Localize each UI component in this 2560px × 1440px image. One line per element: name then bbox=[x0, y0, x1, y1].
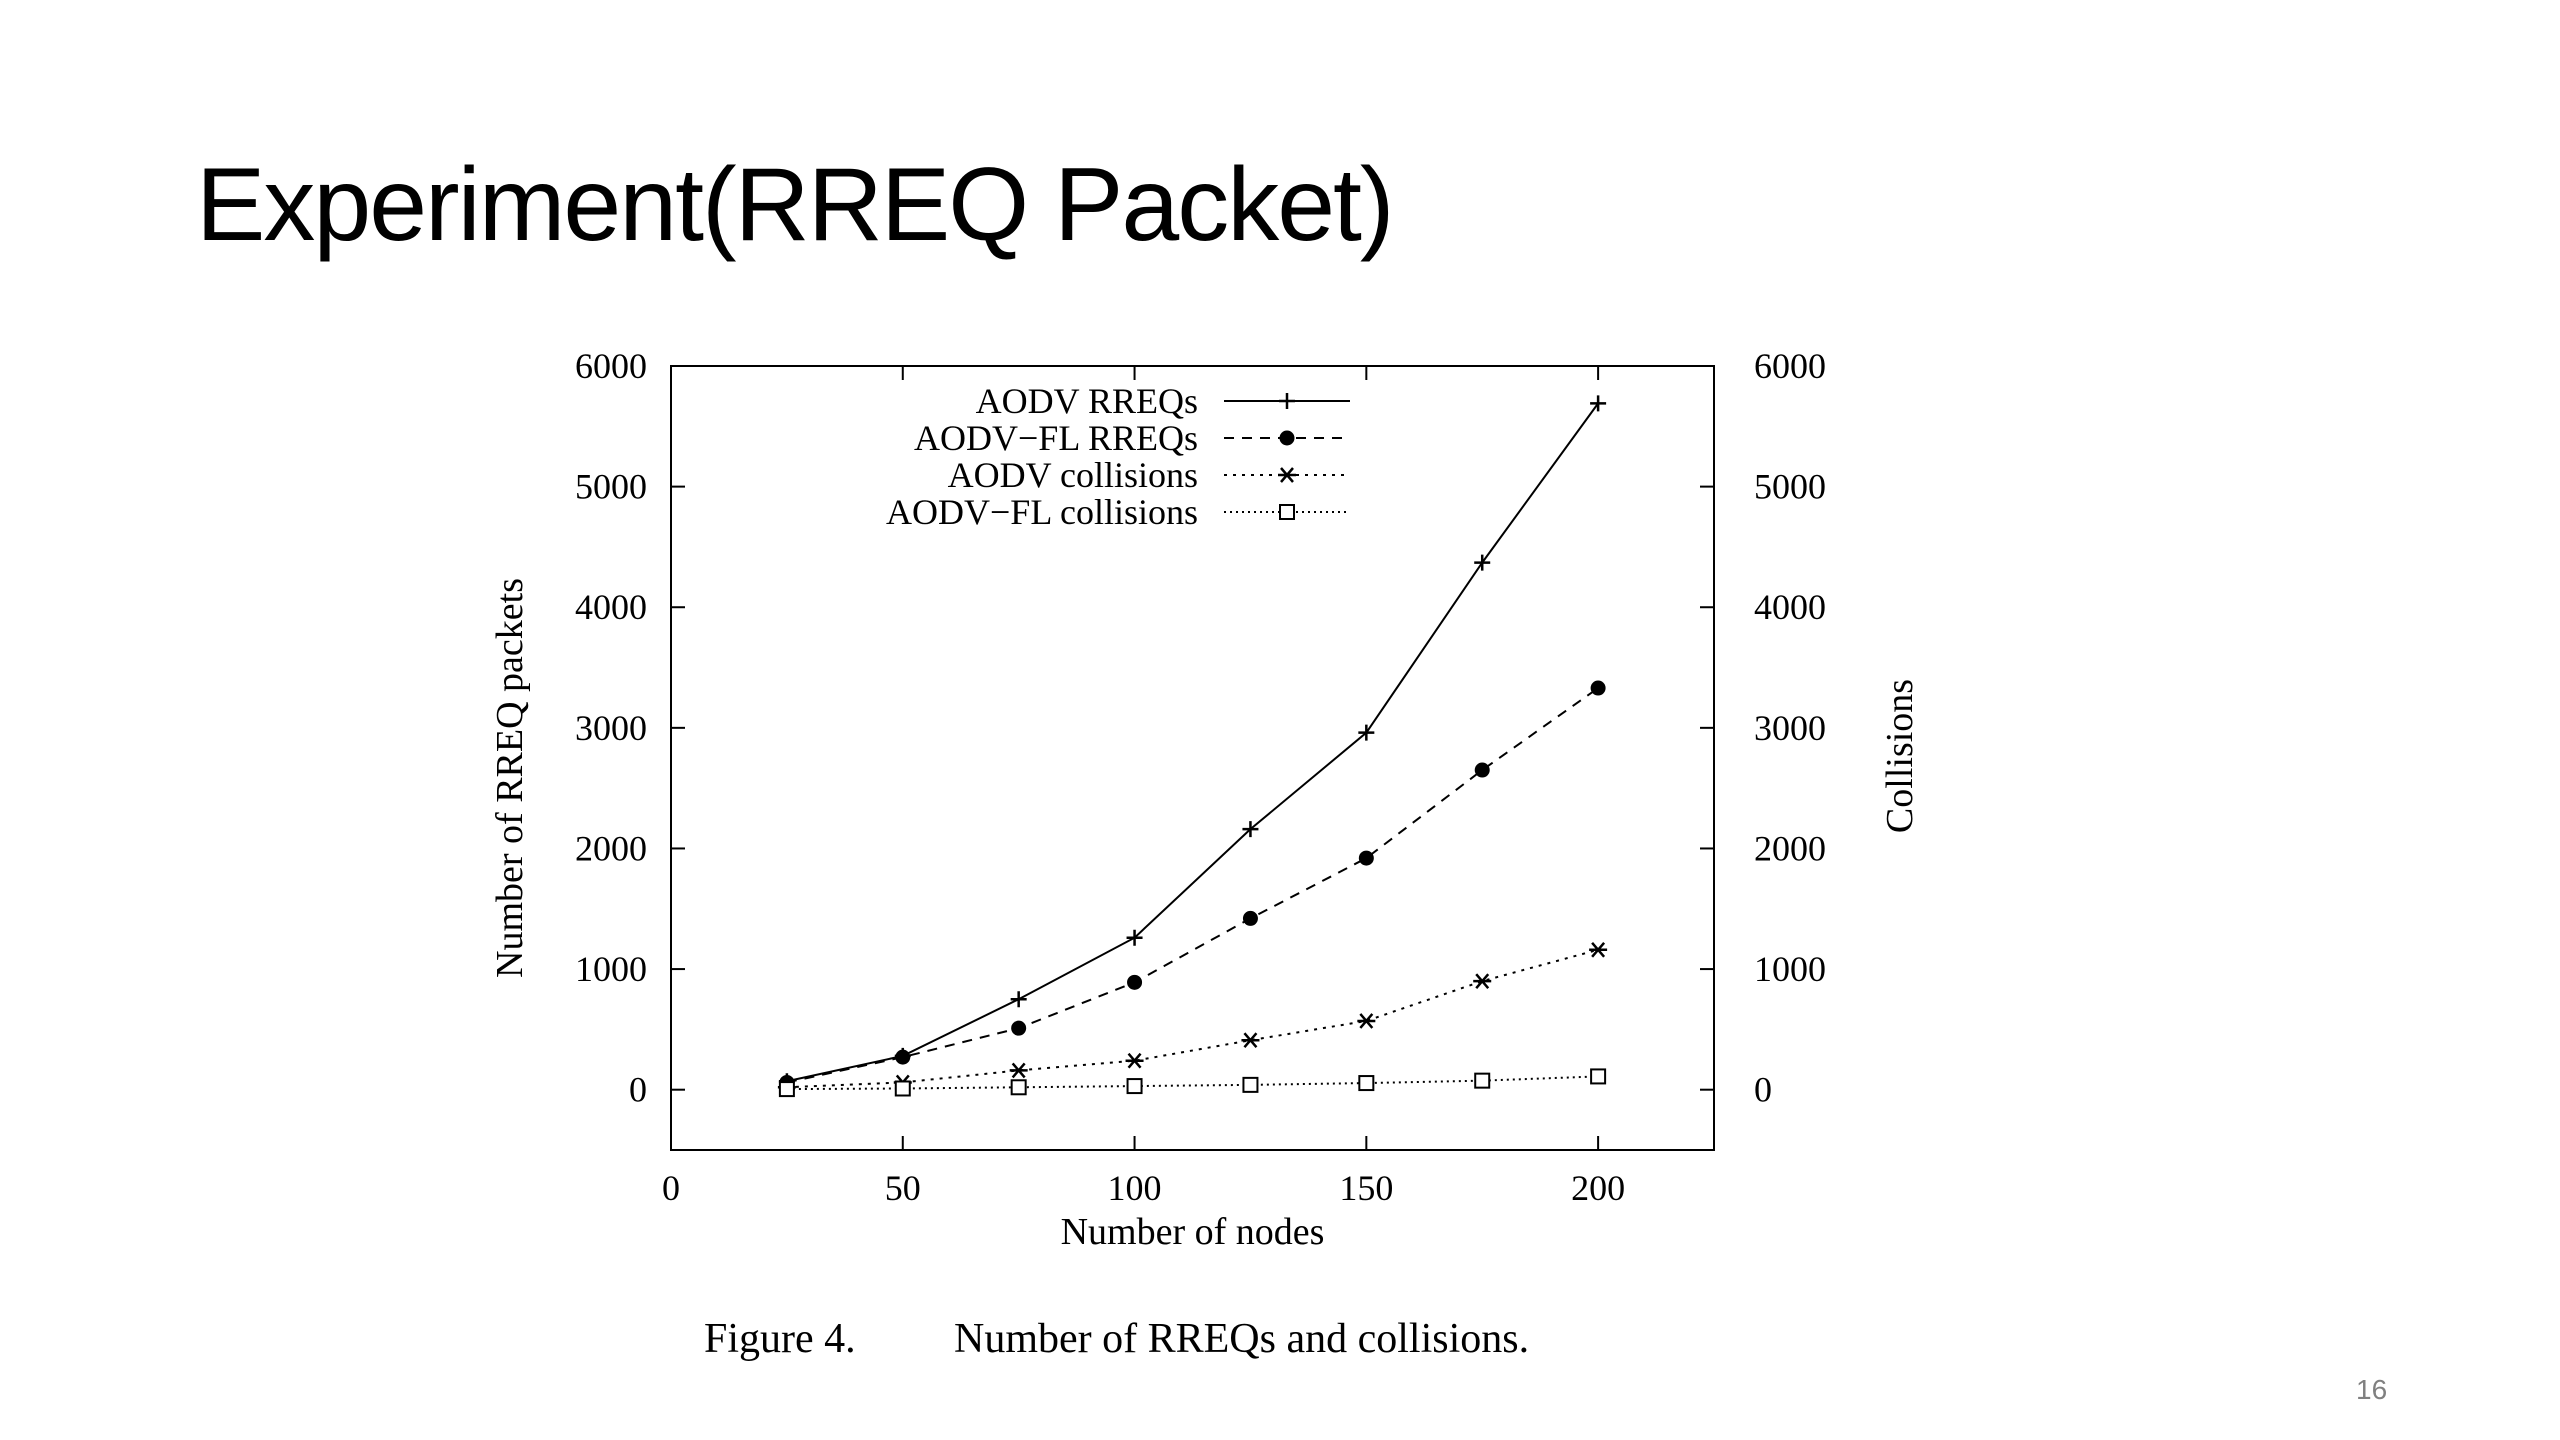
x-axis-title: Number of nodes bbox=[1061, 1211, 1325, 1253]
data-point bbox=[1010, 991, 1027, 1008]
data-point bbox=[1241, 1032, 1260, 1049]
data-point bbox=[1011, 1020, 1027, 1036]
data-point bbox=[1127, 974, 1143, 990]
y-tick-label: 4000 bbox=[575, 587, 647, 627]
data-point bbox=[894, 1080, 911, 1097]
series-line bbox=[786, 687, 1599, 1084]
data-point bbox=[1589, 941, 1608, 958]
data-series bbox=[777, 395, 1608, 1098]
y2-tick-label: 1000 bbox=[1754, 949, 1826, 989]
legend-marker bbox=[1279, 393, 1295, 409]
data-point bbox=[778, 1081, 795, 1098]
data-point bbox=[895, 1049, 911, 1065]
y-tick-label: 6000 bbox=[575, 346, 647, 386]
y2-tick-label: 0 bbox=[1754, 1070, 1772, 1110]
data-point bbox=[1590, 1068, 1607, 1085]
y-tick-label: 0 bbox=[629, 1070, 647, 1110]
x-tick-label: 0 bbox=[662, 1168, 680, 1208]
data-point bbox=[1242, 1076, 1259, 1093]
data-point bbox=[1010, 1079, 1027, 1096]
plot-frame bbox=[670, 365, 1715, 1151]
x-tick-label: 100 bbox=[1108, 1168, 1162, 1208]
y2-tick-label: 2000 bbox=[1754, 828, 1826, 868]
y-tick-label: 3000 bbox=[575, 708, 647, 748]
data-point bbox=[1009, 1062, 1028, 1079]
series-line bbox=[786, 948, 1599, 1089]
y2-axis-title: Collisions bbox=[1879, 679, 1921, 833]
data-point bbox=[1473, 973, 1492, 989]
data-point bbox=[1125, 1052, 1144, 1069]
data-point bbox=[1474, 762, 1490, 778]
data-point bbox=[1126, 929, 1143, 946]
y2-tick-label: 3000 bbox=[1754, 708, 1826, 748]
x-tick-label: 50 bbox=[885, 1168, 921, 1208]
legend-label: AODV collisions bbox=[948, 455, 1198, 495]
legend-marker bbox=[1278, 467, 1296, 483]
axis-ticks: 0 50 100 150 2000100020003000400050006000010… bbox=[575, 346, 1826, 1208]
data-point bbox=[1126, 1078, 1143, 1095]
y-tick-label: 5000 bbox=[575, 467, 647, 507]
data-point bbox=[1474, 1072, 1491, 1089]
legend-marker bbox=[1279, 504, 1295, 520]
data-point bbox=[1358, 1075, 1375, 1092]
y-tick-label: 2000 bbox=[575, 828, 647, 868]
data-point bbox=[1357, 1013, 1376, 1029]
y-tick-label: 1000 bbox=[575, 949, 647, 989]
figure-caption-text: Number of RREQs and collisions. bbox=[954, 1316, 1529, 1362]
plot-border bbox=[670, 365, 1715, 1151]
data-point bbox=[1358, 724, 1375, 741]
y2-tick-label: 6000 bbox=[1754, 346, 1826, 386]
series-line bbox=[786, 402, 1599, 1083]
legend-label: AODV RREQs bbox=[976, 381, 1198, 421]
data-point bbox=[1474, 554, 1491, 571]
y-axis-title: Number of RREQ packets bbox=[489, 578, 531, 978]
x-tick-label: 200 bbox=[1571, 1168, 1625, 1208]
data-point bbox=[1590, 680, 1606, 696]
y2-tick-label: 4000 bbox=[1754, 587, 1826, 627]
data-point bbox=[1242, 821, 1259, 838]
legend-label: AODV−FL RREQs bbox=[914, 418, 1198, 458]
data-point bbox=[1242, 910, 1258, 926]
slide-number: 16 bbox=[2356, 1374, 2388, 1405]
legend-marker bbox=[1279, 430, 1295, 446]
figure-caption-label: Figure 4. bbox=[704, 1316, 856, 1362]
data-point bbox=[1358, 850, 1374, 866]
slide-title: Experiment(RREQ Packet) bbox=[196, 147, 1395, 263]
y2-tick-label: 5000 bbox=[1754, 467, 1826, 507]
legend-label: AODV−FL collisions bbox=[886, 492, 1198, 532]
data-point bbox=[1590, 395, 1607, 412]
x-tick-label: 150 bbox=[1339, 1168, 1393, 1208]
